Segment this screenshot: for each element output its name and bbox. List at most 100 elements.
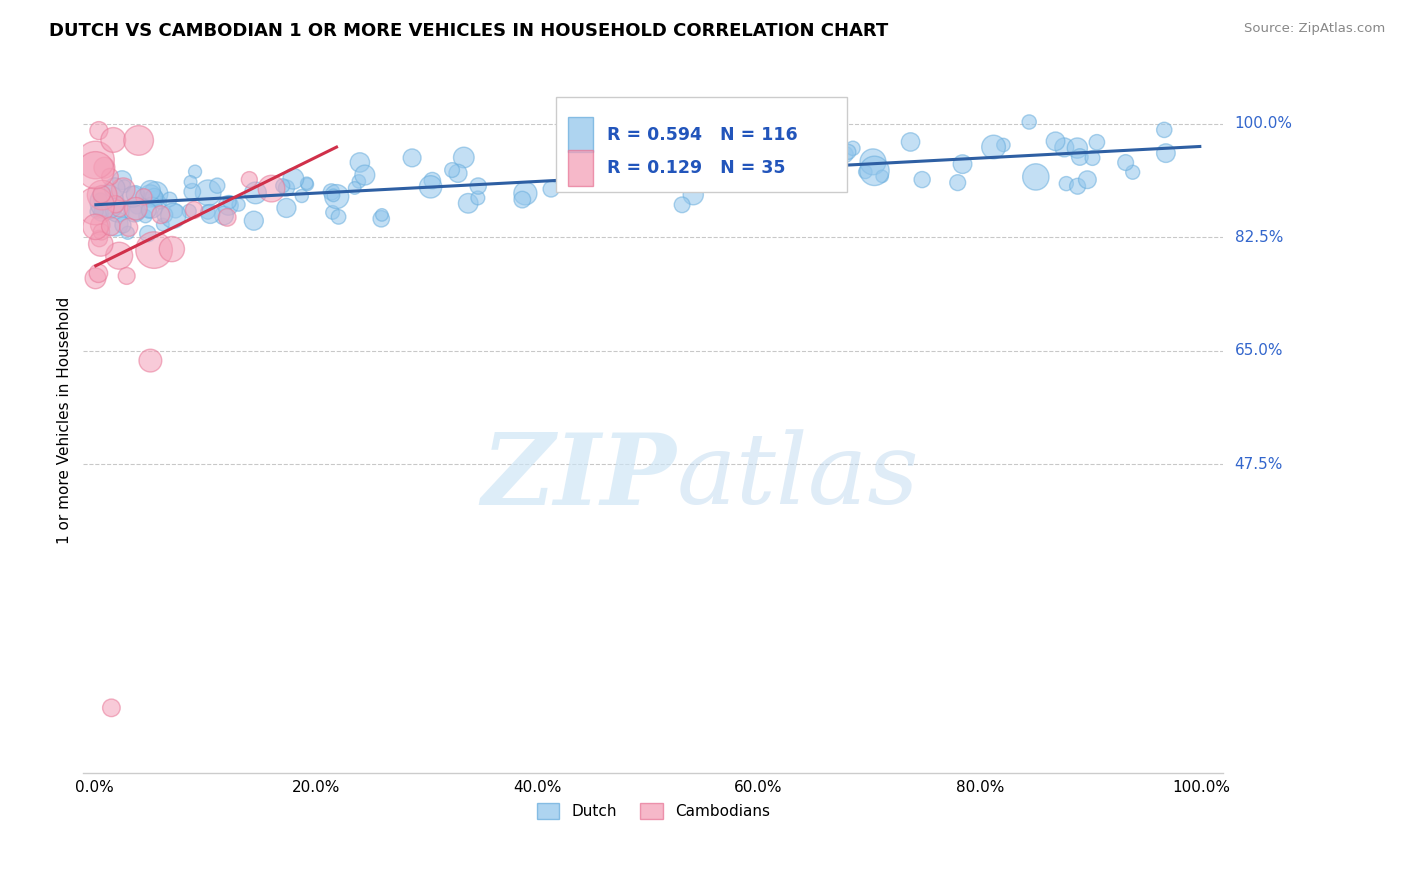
Point xyxy=(1025,169,1047,184)
Point xyxy=(159,193,181,207)
Point xyxy=(84,163,107,178)
Legend: Dutch, Cambodians: Dutch, Cambodians xyxy=(530,797,776,825)
Point xyxy=(260,181,283,195)
Point xyxy=(900,135,922,149)
Point xyxy=(96,194,118,209)
Point xyxy=(457,196,479,211)
Point xyxy=(228,197,250,211)
Point xyxy=(179,204,201,219)
Point xyxy=(993,138,1015,153)
Point xyxy=(561,153,583,167)
Point xyxy=(347,174,370,188)
Point xyxy=(84,219,107,234)
Text: DUTCH VS CAMBODIAN 1 OR MORE VEHICLES IN HOUSEHOLD CORRELATION CHART: DUTCH VS CAMBODIAN 1 OR MORE VEHICLES IN… xyxy=(49,22,889,40)
Point xyxy=(104,197,127,211)
Point xyxy=(104,181,127,195)
Y-axis label: 1 or more Vehicles in Household: 1 or more Vehicles in Household xyxy=(58,297,72,544)
Point xyxy=(197,186,219,200)
Point xyxy=(682,187,704,202)
Point xyxy=(100,219,122,234)
Point xyxy=(447,166,470,180)
Text: ZIP: ZIP xyxy=(481,429,676,525)
Point xyxy=(1076,172,1098,186)
Point xyxy=(118,220,141,235)
Point xyxy=(212,209,235,223)
Point xyxy=(1085,136,1108,150)
Bar xyxy=(568,117,593,153)
Point xyxy=(243,213,266,227)
Text: 100.0%: 100.0% xyxy=(1234,116,1292,131)
Point xyxy=(124,204,146,219)
Point xyxy=(321,185,343,199)
Point xyxy=(467,191,489,205)
Point xyxy=(90,225,112,239)
Point xyxy=(152,218,174,232)
Point xyxy=(1153,123,1175,137)
Point xyxy=(557,154,579,169)
Point xyxy=(245,186,267,200)
Point xyxy=(200,207,222,221)
Point xyxy=(420,174,443,188)
Point xyxy=(141,201,163,215)
Point xyxy=(153,208,176,222)
Point xyxy=(862,154,884,169)
Point xyxy=(115,268,138,283)
Point xyxy=(1069,150,1091,164)
Point xyxy=(183,202,205,217)
Point xyxy=(283,171,305,186)
Point xyxy=(139,353,162,368)
Text: Source: ZipAtlas.com: Source: ZipAtlas.com xyxy=(1244,22,1385,36)
Point xyxy=(89,193,111,207)
Point xyxy=(98,169,121,184)
Point xyxy=(853,165,876,179)
Point xyxy=(87,266,110,280)
Point xyxy=(86,204,108,219)
Point xyxy=(1115,155,1137,169)
FancyBboxPatch shape xyxy=(557,96,848,192)
Point xyxy=(84,153,107,167)
Point xyxy=(139,189,162,203)
Point xyxy=(271,178,294,193)
Point xyxy=(328,210,350,224)
Point xyxy=(217,211,239,225)
Point xyxy=(1066,141,1088,155)
Point xyxy=(145,192,167,206)
Point xyxy=(291,189,314,203)
Text: atlas: atlas xyxy=(676,429,920,524)
Point xyxy=(160,242,183,256)
Point xyxy=(515,186,537,201)
Point xyxy=(139,184,162,198)
Point xyxy=(276,201,298,215)
Point xyxy=(343,181,366,195)
Point xyxy=(863,164,886,178)
Point xyxy=(89,231,111,245)
Point xyxy=(108,249,131,263)
Point xyxy=(510,193,533,207)
Point xyxy=(870,169,893,184)
Point xyxy=(124,205,146,219)
Point xyxy=(322,205,344,219)
Point xyxy=(87,123,110,137)
Point xyxy=(623,154,645,169)
Point xyxy=(1066,179,1088,194)
Point xyxy=(749,145,772,159)
Point xyxy=(124,187,146,202)
Point xyxy=(103,133,125,147)
Point xyxy=(114,179,136,194)
Point xyxy=(419,179,441,194)
Point xyxy=(238,172,260,186)
Point xyxy=(911,172,934,186)
Point xyxy=(90,207,112,221)
Point xyxy=(134,209,156,223)
Point xyxy=(128,133,150,147)
Point xyxy=(149,208,172,222)
Point xyxy=(143,243,166,257)
Text: R = 0.594   N = 116: R = 0.594 N = 116 xyxy=(606,126,797,144)
Point xyxy=(149,195,172,210)
Point xyxy=(117,226,139,240)
Point xyxy=(1018,115,1040,129)
Text: 47.5%: 47.5% xyxy=(1234,457,1282,472)
Text: R = 0.129   N = 35: R = 0.129 N = 35 xyxy=(606,159,785,177)
Point xyxy=(295,176,318,190)
Point xyxy=(952,157,974,171)
